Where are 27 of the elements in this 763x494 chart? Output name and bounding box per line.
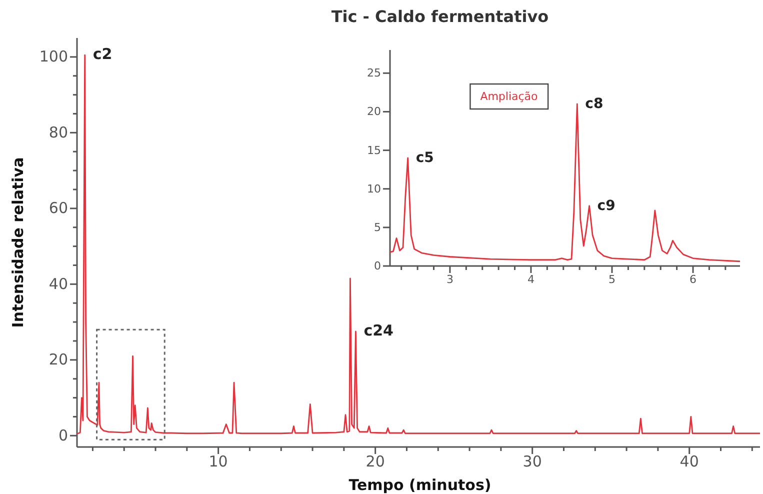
annotation: Ampliação <box>480 90 538 103</box>
x-tick-label: 30 <box>522 452 542 471</box>
annotation: c9 <box>597 198 616 214</box>
annotation: c24 <box>364 321 394 340</box>
y-tick-label: 20 <box>48 350 68 369</box>
y-tick-label: 80 <box>48 123 68 142</box>
x-axis-title: Tempo (minutos) <box>348 476 492 494</box>
x-tick-label: 40 <box>680 452 699 471</box>
y-tick-label: 0 <box>58 426 68 444</box>
annotation: c5 <box>416 150 434 166</box>
annotation: c2 <box>92 45 112 64</box>
y-tick-label: 25 <box>367 66 381 80</box>
x-tick-label: 6 <box>690 272 697 286</box>
y-tick-label: 20 <box>367 105 381 118</box>
x-tick-label: 5 <box>608 272 616 286</box>
x-tick-label: 10 <box>208 452 228 471</box>
y-tick-label: 0 <box>374 260 381 273</box>
x-tick-label: 3 <box>446 272 454 286</box>
x-tick-label: 4 <box>527 272 534 286</box>
annotation: c8 <box>585 96 604 112</box>
y-tick-label: 5 <box>374 220 381 234</box>
y-axis-title: Intensidade relativa <box>9 157 27 328</box>
y-tick-label: 100 <box>39 48 68 66</box>
y-tick-label: 60 <box>48 199 68 218</box>
chart-title: Tic - Caldo fermentativo <box>331 7 549 26</box>
y-tick-label: 10 <box>367 182 381 196</box>
y-tick-label: 15 <box>367 144 381 157</box>
